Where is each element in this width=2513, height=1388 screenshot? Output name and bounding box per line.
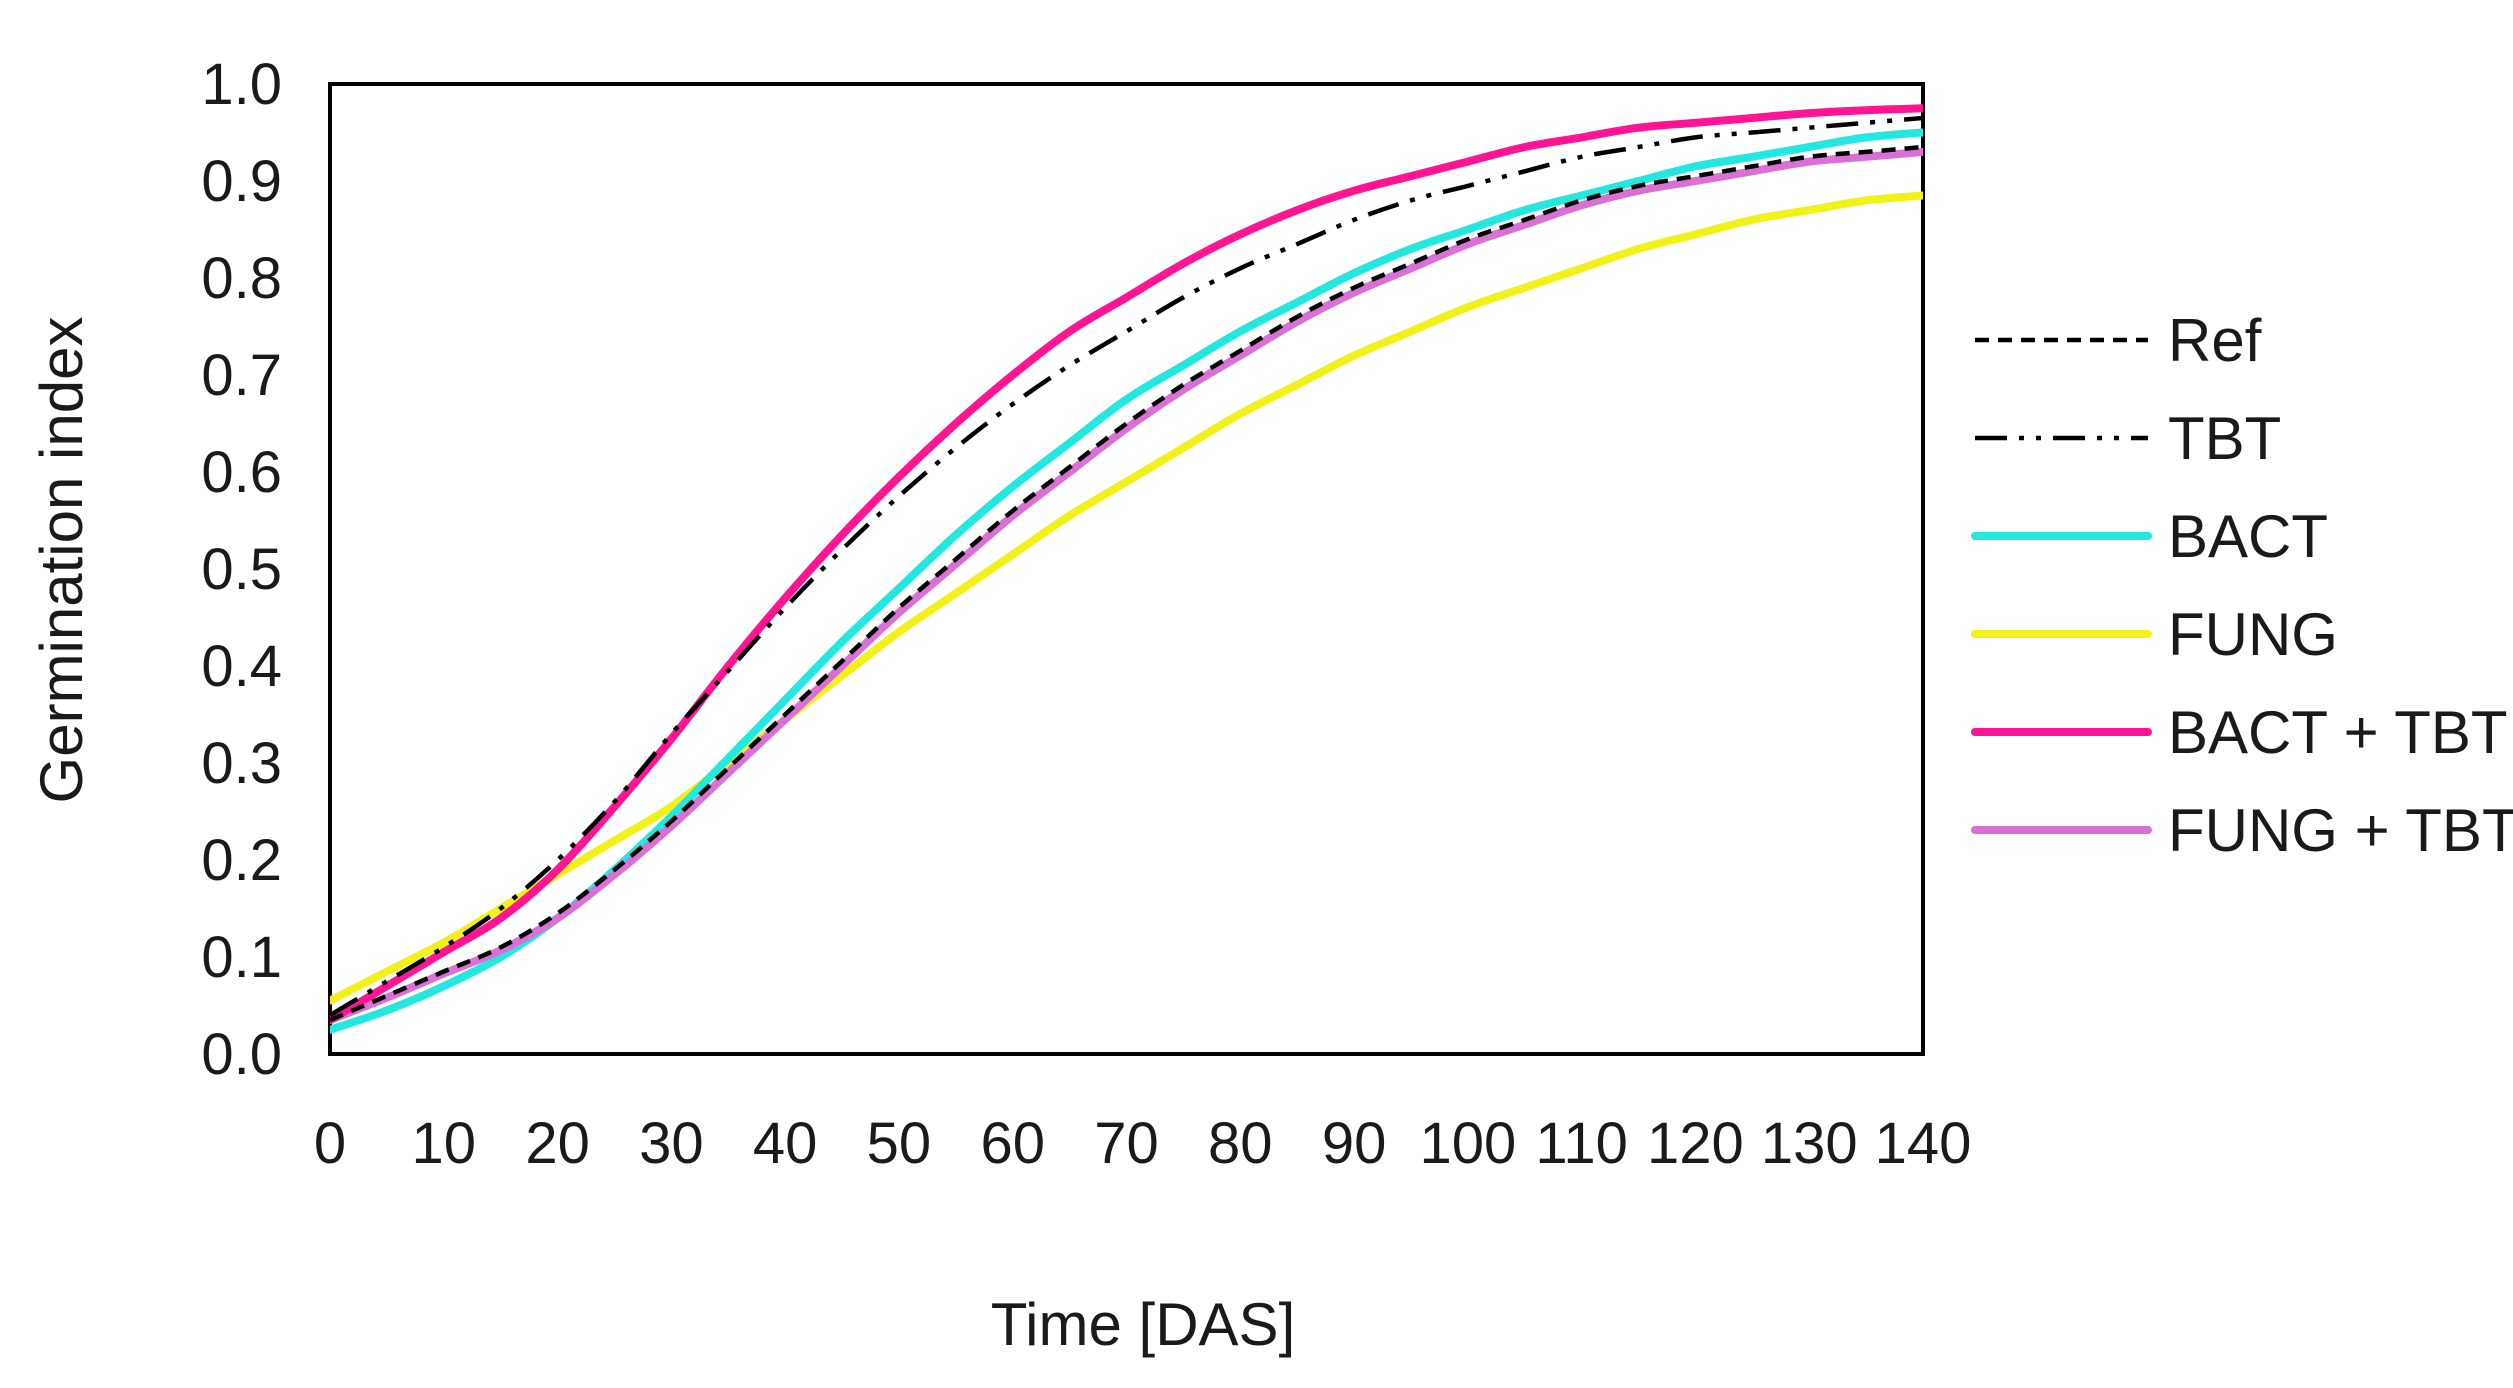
x-tick-label: 60: [980, 1111, 1045, 1176]
y-tick-label: 0.5: [201, 537, 282, 602]
legend-label: BACT + TBT: [2168, 699, 2508, 766]
legend-label: Ref: [2168, 307, 2262, 374]
y-tick-label: 0.2: [201, 828, 282, 893]
legend-label: FUNG: [2168, 601, 2338, 668]
x-tick-label: 30: [639, 1111, 704, 1176]
x-tick-label: 120: [1647, 1111, 1744, 1176]
legend: Ref TBT BACT FUNG BACT + TBT FUNG + TBT: [1971, 307, 2513, 864]
x-tick-label: 100: [1419, 1111, 1516, 1176]
y-tick-label: 0.8: [201, 246, 282, 311]
x-tick-label: 110: [1535, 1111, 1627, 1176]
y-tick-label: 0.1: [201, 925, 282, 990]
x-tick-label: 70: [1094, 1111, 1159, 1176]
y-tick-label: 0.6: [201, 440, 282, 505]
x-tick-label: 140: [1875, 1111, 1972, 1176]
series-line-tbt: [330, 115, 1923, 1018]
series-line-fung-tbt: [330, 147, 1923, 1024]
x-tick-label: 90: [1322, 1111, 1387, 1176]
series-line-fung: [330, 191, 1923, 1005]
x-tick-label: 10: [412, 1111, 477, 1176]
series-line-bact-tbt: [330, 104, 1923, 1024]
x-tick-label: 50: [867, 1111, 932, 1176]
x-tick-label: 20: [525, 1111, 590, 1176]
x-axis-tick-labels: 0 10 20 30 40 50 60 70 80 90 100 110 120 130 140: [314, 1111, 1972, 1176]
y-tick-label: 0.3: [201, 731, 282, 796]
y-tick-label: 0.9: [201, 149, 282, 214]
y-axis-tick-labels: 0.0 0.1 0.2 0.3 0.4 0.5 0.6 0.7 0.8 0.9 1.0: [201, 52, 282, 1087]
legend-label: FUNG + TBT: [2168, 797, 2513, 864]
y-axis-title: Germination index: [28, 317, 95, 804]
y-tick-label: 0.4: [201, 634, 282, 699]
legend-label: BACT: [2168, 503, 2328, 570]
y-tick-label: 0.7: [201, 343, 282, 408]
x-tick-label: 0: [314, 1111, 346, 1176]
y-tick-label: 1.0: [201, 52, 282, 117]
x-tick-label: 130: [1761, 1111, 1858, 1176]
legend-label: TBT: [2168, 405, 2281, 472]
series-line-ref: [330, 144, 1923, 1023]
x-axis-title: Time [DAS]: [991, 1291, 1295, 1358]
y-tick-label: 0.0: [201, 1022, 282, 1087]
x-tick-label: 80: [1208, 1111, 1273, 1176]
series-lines: [330, 104, 1923, 1034]
x-tick-label: 40: [753, 1111, 818, 1176]
